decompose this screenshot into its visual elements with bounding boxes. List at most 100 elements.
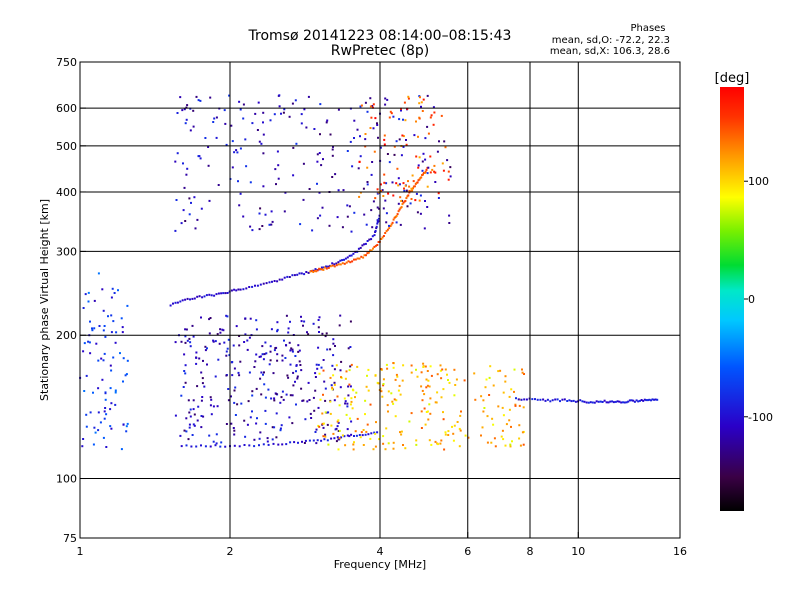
data-point-98 <box>377 217 380 220</box>
data-point-356 <box>326 119 329 122</box>
data-point-931 <box>270 328 273 331</box>
data-point-128 <box>358 257 361 260</box>
data-point-239 <box>180 222 183 225</box>
data-point-501 <box>358 160 361 163</box>
data-point-150 <box>389 225 392 227</box>
data-point-702 <box>219 331 222 334</box>
data-point-424 <box>300 122 303 125</box>
data-point-993 <box>326 439 329 442</box>
data-point-924 <box>270 397 273 400</box>
data-point-114 <box>331 264 334 267</box>
data-point-1010 <box>447 434 450 436</box>
data-point-777 <box>180 394 183 397</box>
data-point-35 <box>254 284 256 287</box>
data-point-847 <box>231 374 234 377</box>
data-point-756 <box>183 353 186 356</box>
data-point-802 <box>287 376 290 379</box>
data-point-37 <box>259 283 262 286</box>
data-point-1158 <box>329 412 332 415</box>
data-point-90 <box>373 234 376 237</box>
data-point-854 <box>347 385 350 388</box>
data-point-600 <box>126 304 129 307</box>
data-point-425 <box>448 222 451 224</box>
data-point-1089 <box>367 368 370 371</box>
data-point-520 <box>412 180 415 183</box>
data-point-402 <box>192 125 195 128</box>
data-point-537 <box>427 132 430 135</box>
data-point-1109 <box>429 412 432 415</box>
data-point-567 <box>125 430 128 433</box>
data-point-1025 <box>422 366 425 368</box>
data-point-362 <box>300 113 303 116</box>
data-point-1186 <box>492 384 495 387</box>
data-point-652 <box>295 403 297 406</box>
data-point-1093 <box>344 444 347 447</box>
data-point-13 <box>201 296 204 299</box>
data-point-785 <box>188 337 191 340</box>
data-point-509 <box>400 200 403 202</box>
data-point-1242 <box>349 417 351 420</box>
data-point-1227 <box>442 418 445 421</box>
data-point-364 <box>417 164 420 167</box>
data-point-853 <box>268 363 271 366</box>
data-point-85 <box>364 242 367 245</box>
data-point-254 <box>302 162 305 165</box>
data-point-852 <box>285 314 288 317</box>
data-point-582 <box>85 374 88 377</box>
y-tick-label-4: 400 <box>56 186 77 199</box>
data-point-507 <box>433 111 436 114</box>
data-point-560 <box>109 387 112 390</box>
data-point-1238 <box>422 362 425 365</box>
data-point-788 <box>184 328 187 331</box>
data-point-627 <box>124 374 127 377</box>
data-point-395 <box>182 162 184 165</box>
data-point-949 <box>315 363 318 366</box>
data-point-272 <box>372 200 375 203</box>
data-point-302 <box>350 230 353 233</box>
data-point-1266 <box>402 364 405 367</box>
data-point-770 <box>240 402 243 405</box>
data-point-59 <box>314 268 317 271</box>
data-point-511 <box>387 192 390 195</box>
data-point-152 <box>391 221 394 224</box>
data-point-755 <box>184 335 187 338</box>
data-point-1204 <box>337 419 340 422</box>
data-point-631 <box>244 435 247 438</box>
data-point-241 <box>213 117 216 120</box>
data-point-1052 <box>408 420 411 423</box>
data-point-1193 <box>364 413 366 416</box>
data-point-1304 <box>595 400 598 403</box>
data-point-1303 <box>593 401 596 404</box>
data-point-197 <box>316 160 319 163</box>
data-point-195 <box>353 211 356 214</box>
data-point-1134 <box>428 385 431 388</box>
data-point-1286 <box>556 398 559 401</box>
data-point-518 <box>437 192 440 195</box>
data-point-1001 <box>353 435 355 437</box>
data-point-268 <box>199 99 202 102</box>
data-point-1335 <box>650 399 652 402</box>
data-point-467 <box>389 110 392 113</box>
data-point-418 <box>319 214 322 217</box>
data-point-1260 <box>416 375 419 378</box>
data-point-1079 <box>485 378 488 381</box>
data-point-1337 <box>653 398 656 401</box>
data-point-496 <box>402 135 405 138</box>
data-point-379 <box>402 118 404 121</box>
data-point-966 <box>209 445 212 448</box>
data-point-680 <box>249 416 252 419</box>
data-point-610 <box>114 403 117 406</box>
data-point-119 <box>341 262 344 265</box>
data-point-347 <box>207 146 210 148</box>
y-tick-label-0: 75 <box>63 532 77 545</box>
data-point-460 <box>372 103 375 106</box>
data-point-837 <box>223 341 226 344</box>
data-point-674 <box>214 340 217 343</box>
data-point-885 <box>209 317 212 319</box>
data-point-1003 <box>358 434 361 436</box>
data-point-1292 <box>570 400 573 403</box>
data-point-1226 <box>359 436 362 439</box>
data-point-605 <box>87 300 90 303</box>
data-point-1086 <box>523 373 525 375</box>
data-point-415 <box>432 106 435 109</box>
